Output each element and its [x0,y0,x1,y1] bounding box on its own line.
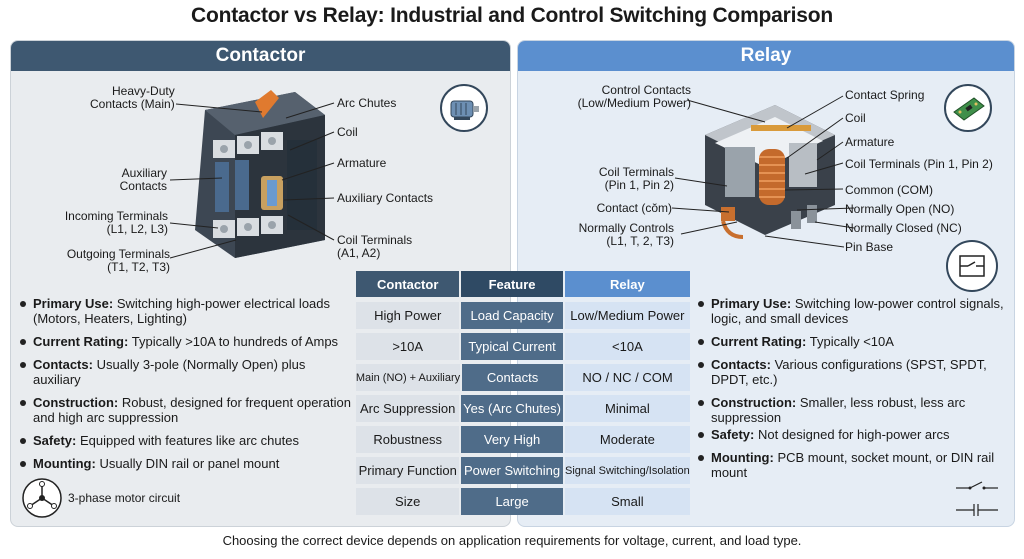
switch-schematic-icon [956,481,998,516]
relay-illustration [705,105,835,239]
label-control-contacts: Control Contacts (Low/Medium Power) [577,83,691,110]
table-header-contactor: Contactor [356,271,460,297]
label-common: Common (COM) [845,183,934,197]
table-row: Main (NO) + Auxiliary Contacts NO / NC /… [356,364,690,391]
label-normally-open: Normally Open (NO) [845,202,955,216]
label-armature: Armature [337,156,387,170]
table-cell: Yes (Arc Chutes) [461,395,563,422]
table-cell: Small [564,488,690,515]
footer-note: Choosing the correct device depends on a… [222,533,802,548]
label-heavy-duty: Heavy-Duty Contacts (Main) [90,84,175,111]
list-item: Construction: Robust, designed for frequ… [20,395,355,425]
list-item: Mounting: PCB mount, socket mount, or DI… [698,450,1020,480]
motor-caption: 3-phase motor circuit [68,491,181,505]
label-normally-closed: Normally Closed (NC) [845,221,962,235]
contactor-illustration [195,90,325,258]
comparison-table: Contactor Feature Relay High Power Load … [356,271,690,519]
motor-icon [440,84,488,132]
contactor-leader-lines [169,102,335,259]
table-cell: Arc Suppression [356,395,460,422]
table-cell: >10A [356,333,460,360]
circuit-board-icon [944,84,992,132]
label-coil-terminals: Coil Terminals (A1, A2) [337,233,413,260]
label-coil: Coil [337,125,358,139]
table-cell: Very High [461,426,563,453]
table-header-row: Contactor Feature Relay [356,271,690,297]
table-row: Arc Suppression Yes (Arc Chutes) Minimal [356,395,690,422]
table-row: Size Large Small [356,488,690,515]
table-row: High Power Load Capacity Low/Medium Powe… [356,302,690,329]
label-arc-chutes: Arc Chutes [337,96,397,110]
label-contact-com: Contact (cŏm) [596,201,672,215]
table-cell: Robustness [356,426,460,453]
list-item: Contacts: Usually 3-pole (Normally Open)… [20,357,355,387]
label-auxiliary-contacts-left: Auxiliary Contacts [119,166,167,193]
table-cell: Load Capacity [461,302,563,329]
table-cell: Contacts [462,364,564,391]
table-cell: Typical Current [461,333,563,360]
table-cell: NO / NC / COM [565,364,690,391]
table-cell: Primary Function [356,457,460,484]
list-item: Safety: Not designed for high-power arcs [698,427,1020,442]
table-cell: Main (NO) + Auxiliary [356,364,460,391]
label-incoming-terminals: Incoming Terminals (L1, L2, L3) [64,209,168,236]
label-pin-base: Pin Base [845,240,894,254]
table-header-feature: Feature [461,271,563,297]
list-item: Safety: Equipped with features like arc … [20,433,355,448]
label-normally-controls: Normally Controls (L1, T, 2, T3) [578,221,674,248]
table-row: Primary Function Power Switching Signal … [356,457,690,484]
table-cell: Signal Switching/Isolation [564,457,690,484]
list-item: Current Rating: Typically >10A to hundre… [20,334,355,349]
label-coil-terminals-right: Coil Terminals (Pin 1, Pin 2) [845,157,993,171]
list-item: Mounting: Usually DIN rail or panel moun… [20,456,355,471]
label-outgoing-terminals: Outgoing Terminals (T1, T2, T3) [66,247,170,274]
three-phase-motor-icon [22,478,62,518]
contactor-header: Contactor [11,41,510,71]
table-cell: High Power [356,302,460,329]
list-item: Current Rating: Typically <10A [698,334,1020,349]
table-cell: Large [461,488,563,515]
label-relay-armature: Armature [845,135,895,149]
table-row: >10A Typical Current <10A [356,333,690,360]
page-title: Contactor vs Relay: Industrial and Contr… [191,4,833,27]
relay-leader-lines [671,95,855,248]
table-row: Robustness Very High Moderate [356,426,690,453]
label-relay-coil: Coil [845,111,866,125]
list-item: Contacts: Various configurations (SPST, … [698,357,1020,387]
label-auxiliary-contacts-right: Auxiliary Contacts [337,191,434,205]
table-cell: <10A [564,333,690,360]
relay-circuit-icon [946,240,998,292]
table-cell: Power Switching [461,457,563,484]
table-cell: Minimal [564,395,690,422]
table-cell: Low/Medium Power [564,302,690,329]
label-coil-terminals-left: Coil Terminals (Pin 1, Pin 2) [598,165,674,192]
table-cell: Size [356,488,460,515]
label-contact-spring: Contact Spring [845,88,925,102]
relay-header: Relay [518,41,1014,71]
table-cell: Moderate [564,426,690,453]
table-header-relay: Relay [564,271,690,297]
relay-bullets: Primary Use: Switching low-power control… [698,296,1020,488]
list-item: Primary Use: Switching high-power electr… [20,296,355,326]
list-item: Primary Use: Switching low-power control… [698,296,1020,326]
contactor-bullets: Primary Use: Switching high-power electr… [20,296,355,479]
list-item: Construction: Smaller, less robust, less… [698,395,1020,425]
